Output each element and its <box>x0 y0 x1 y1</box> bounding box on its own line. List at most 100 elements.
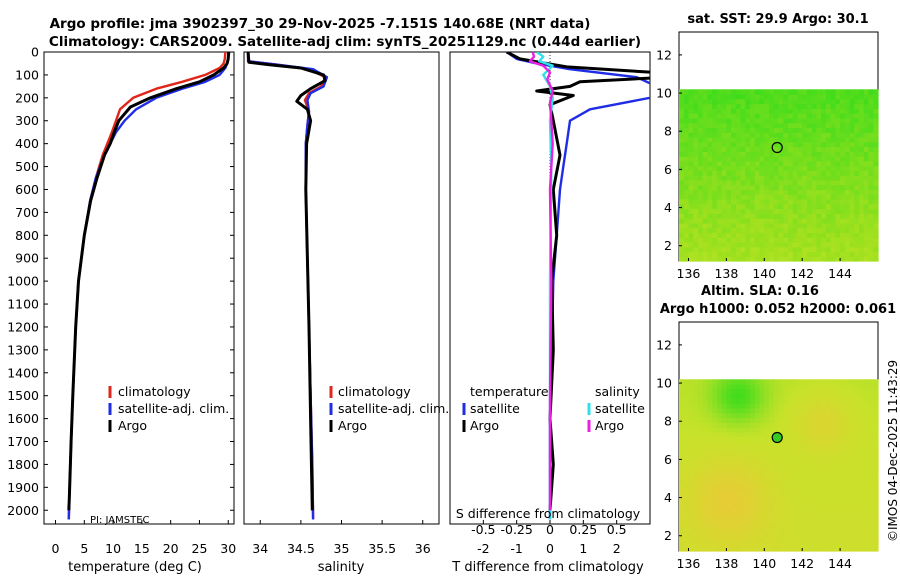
heatmap-cell <box>783 531 789 538</box>
heatmap-cell <box>788 160 794 167</box>
heatmap-cell <box>840 474 846 481</box>
heatmap-cell <box>693 474 699 481</box>
heatmap-cell <box>769 546 775 552</box>
heatmap-cell <box>830 103 836 109</box>
heatmap-cell <box>811 517 817 523</box>
heatmap-cell <box>759 113 765 119</box>
heatmap-cell <box>698 450 704 457</box>
heatmap-cell <box>788 241 794 248</box>
heatmap-cell <box>735 403 742 409</box>
heatmap-cell <box>859 422 865 428</box>
heatmap-cell <box>863 541 870 547</box>
heatmap-cell <box>873 398 879 404</box>
heatmap-cell <box>693 441 699 447</box>
heatmap-cell <box>778 522 784 528</box>
heatmap-cell <box>702 474 708 481</box>
heatmap-cell <box>769 108 775 114</box>
heatmap-cell <box>783 137 789 143</box>
depth-tick-label: 1000 <box>7 274 39 289</box>
heatmap-cell <box>750 222 756 229</box>
heatmap-cell <box>745 213 751 219</box>
heatmap-cell <box>759 469 765 476</box>
heatmap-cell <box>735 522 742 528</box>
heatmap-cell <box>868 455 874 461</box>
heatmap-cell <box>716 489 723 495</box>
heatmap-cell <box>759 412 765 418</box>
heatmap-cell <box>726 474 732 481</box>
heatmap-cell <box>788 522 794 528</box>
heatmap-cell <box>868 227 874 233</box>
heatmap-cell <box>764 122 770 128</box>
heatmap-cell <box>844 450 851 457</box>
heatmap-cell <box>792 417 798 423</box>
heatmap-cell <box>769 246 775 253</box>
heatmap-cell <box>806 203 813 210</box>
heatmap-cell <box>797 241 803 248</box>
heatmap-cell <box>731 103 737 109</box>
heatmap-cell <box>868 536 874 543</box>
heatmap-cell <box>849 127 855 133</box>
heatmap-cell <box>750 441 756 447</box>
heatmap-cell <box>702 546 708 552</box>
heatmap-cell <box>825 446 832 452</box>
heatmap-cell <box>726 98 732 105</box>
heatmap-cell <box>735 94 742 100</box>
heatmap-cell <box>731 94 737 100</box>
heatmap-cell <box>849 541 855 547</box>
heatmap-cell <box>698 493 704 500</box>
heatmap-cell <box>844 479 851 485</box>
heatmap-cell <box>825 489 832 495</box>
heatmap-cell <box>707 427 713 433</box>
heatmap-cell <box>745 222 751 229</box>
heatmap-cell <box>859 460 865 466</box>
heatmap-cell <box>735 474 742 481</box>
heatmap-cell <box>721 137 727 143</box>
heatmap-cell <box>754 237 761 243</box>
heatmap-cell <box>840 503 846 509</box>
heatmap-cell <box>816 460 822 466</box>
heatmap-cell <box>740 141 746 148</box>
heatmap-cell <box>773 384 780 390</box>
heatmap-cell <box>707 208 713 214</box>
heatmap-cell <box>816 165 822 171</box>
heatmap-cell <box>769 160 775 167</box>
heatmap-cell <box>759 184 765 191</box>
heatmap-cell <box>693 241 699 248</box>
heatmap-cell <box>825 479 832 485</box>
heatmap-cell <box>740 165 746 171</box>
heatmap-cell <box>707 527 713 533</box>
heatmap-cell <box>788 232 794 238</box>
heatmap-cell <box>764 417 770 423</box>
sla-heatmap-cells <box>679 379 879 552</box>
heatmap-cell <box>726 94 732 100</box>
heatmap-cell <box>754 517 761 523</box>
heatmap-cell <box>863 393 870 399</box>
heatmap-cell <box>679 127 685 133</box>
heatmap-cell <box>811 137 817 143</box>
heatmap-cell <box>854 132 860 138</box>
heatmap-cell <box>835 512 841 519</box>
heatmap-cell <box>702 450 708 457</box>
heatmap-cell <box>698 431 704 438</box>
heatmap-cell <box>759 108 765 114</box>
heatmap-cell <box>816 122 822 128</box>
heatmap-cell <box>745 89 751 95</box>
heatmap-cell <box>735 503 742 509</box>
heatmap-cell <box>792 179 798 186</box>
heatmap-cell <box>863 503 870 509</box>
heatmap-cell <box>811 489 817 495</box>
heatmap-cell <box>873 194 879 200</box>
heatmap-cell <box>868 203 874 210</box>
heatmap-cell <box>754 465 761 471</box>
heatmap-cell <box>830 98 836 105</box>
x-tick-label: 10 <box>105 541 121 556</box>
heatmap-cell <box>792 194 798 200</box>
heatmap-cell <box>712 431 718 438</box>
salinity-axes-box <box>243 51 440 525</box>
heatmap-cell <box>840 227 846 233</box>
heatmap-cell <box>863 522 870 528</box>
heatmap-cell <box>750 232 756 238</box>
heatmap-cell <box>683 132 689 138</box>
heatmap-cell <box>754 503 761 509</box>
heatmap-cell <box>754 417 761 423</box>
